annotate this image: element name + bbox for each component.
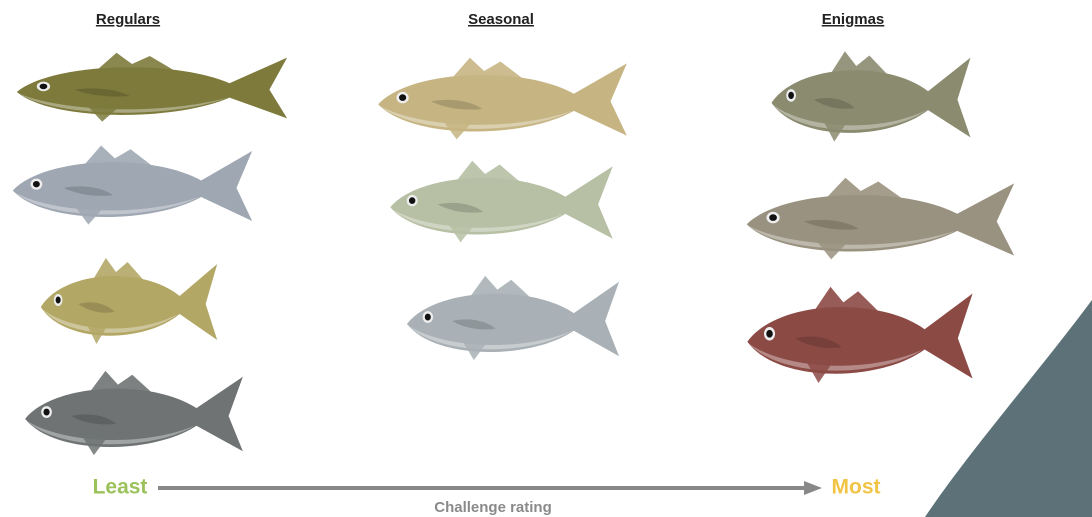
seasonal-fish	[378, 58, 627, 360]
arrow-head	[804, 481, 822, 495]
fish	[13, 146, 252, 225]
scale-label: Challenge rating	[434, 499, 552, 516]
scale-low: Least	[93, 476, 148, 499]
fish	[390, 161, 612, 243]
enigmas-fish	[747, 51, 1014, 383]
scale-high: Most	[832, 476, 881, 499]
column-title: Seasonal	[468, 11, 534, 28]
fish	[407, 276, 619, 360]
fish	[41, 258, 217, 344]
column-title: Enigmas	[822, 11, 885, 28]
infographic: Regulars Seasonal Enigmas Least Most Cha…	[0, 0, 1092, 517]
regulars-fish	[13, 53, 287, 455]
fish	[378, 58, 627, 140]
fish	[772, 51, 971, 141]
fish	[17, 53, 287, 122]
column-title: Regulars	[96, 11, 160, 28]
fish	[25, 371, 243, 455]
fish	[747, 287, 972, 383]
fish	[747, 178, 1014, 260]
